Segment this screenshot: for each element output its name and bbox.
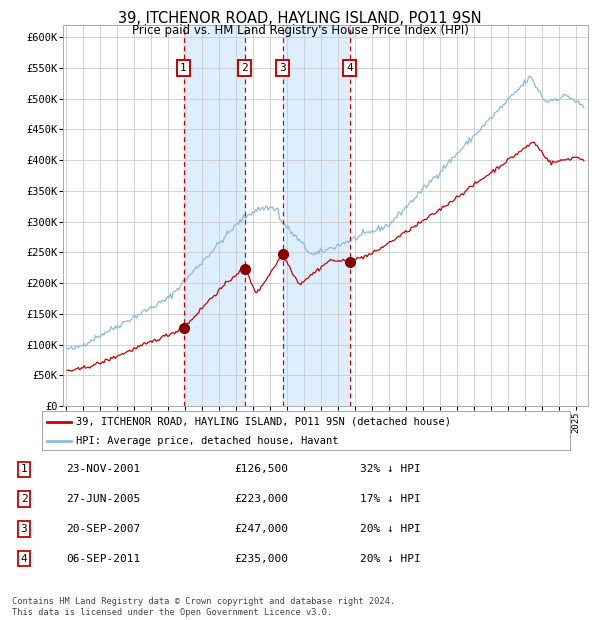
- Text: Price paid vs. HM Land Registry's House Price Index (HPI): Price paid vs. HM Land Registry's House …: [131, 24, 469, 37]
- Text: 4: 4: [346, 63, 353, 73]
- Text: 27-JUN-2005: 27-JUN-2005: [66, 494, 140, 504]
- Text: HPI: Average price, detached house, Havant: HPI: Average price, detached house, Hava…: [76, 436, 339, 446]
- Text: 4: 4: [20, 554, 28, 564]
- Text: 06-SEP-2011: 06-SEP-2011: [66, 554, 140, 564]
- Text: 20% ↓ HPI: 20% ↓ HPI: [360, 554, 421, 564]
- Text: 2: 2: [20, 494, 28, 504]
- Text: 3: 3: [20, 524, 28, 534]
- Text: £235,000: £235,000: [234, 554, 288, 564]
- Text: £223,000: £223,000: [234, 494, 288, 504]
- Bar: [283, 25, 350, 406]
- Text: 39, ITCHENOR ROAD, HAYLING ISLAND, PO11 9SN: 39, ITCHENOR ROAD, HAYLING ISLAND, PO11 …: [118, 11, 482, 26]
- Text: £247,000: £247,000: [234, 524, 288, 534]
- Bar: [184, 25, 245, 406]
- Text: 3: 3: [279, 63, 286, 73]
- Text: 2: 2: [241, 63, 248, 73]
- Text: Contains HM Land Registry data © Crown copyright and database right 2024.
This d: Contains HM Land Registry data © Crown c…: [12, 598, 395, 617]
- Text: 1: 1: [20, 464, 28, 474]
- Text: 20-SEP-2007: 20-SEP-2007: [66, 524, 140, 534]
- Text: 1: 1: [180, 63, 187, 73]
- Text: 20% ↓ HPI: 20% ↓ HPI: [360, 524, 421, 534]
- Text: 32% ↓ HPI: 32% ↓ HPI: [360, 464, 421, 474]
- Text: 17% ↓ HPI: 17% ↓ HPI: [360, 494, 421, 504]
- Text: £126,500: £126,500: [234, 464, 288, 474]
- Text: 23-NOV-2001: 23-NOV-2001: [66, 464, 140, 474]
- Text: 39, ITCHENOR ROAD, HAYLING ISLAND, PO11 9SN (detached house): 39, ITCHENOR ROAD, HAYLING ISLAND, PO11 …: [76, 417, 451, 427]
